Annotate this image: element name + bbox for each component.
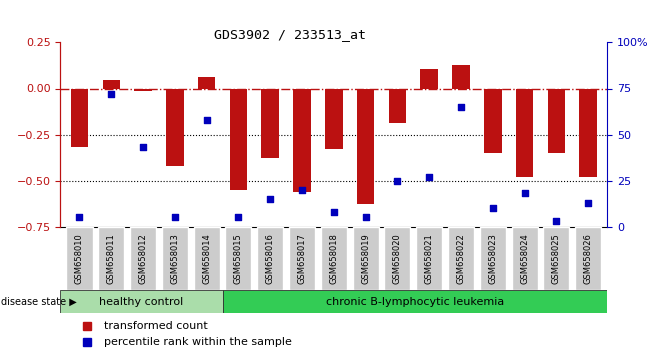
Bar bbox=[262, 88, 279, 159]
Text: chronic B-lymphocytic leukemia: chronic B-lymphocytic leukemia bbox=[326, 297, 504, 307]
Point bbox=[551, 218, 562, 224]
Bar bbox=[70, 88, 88, 147]
Text: GSM658011: GSM658011 bbox=[107, 233, 116, 284]
Text: GSM658021: GSM658021 bbox=[425, 233, 433, 284]
Point bbox=[519, 190, 530, 196]
FancyBboxPatch shape bbox=[194, 227, 219, 290]
Text: GSM658014: GSM658014 bbox=[202, 233, 211, 284]
Point bbox=[74, 215, 85, 220]
Bar bbox=[229, 88, 247, 190]
Title: GDS3902 / 233513_at: GDS3902 / 233513_at bbox=[214, 28, 366, 41]
FancyBboxPatch shape bbox=[162, 227, 188, 290]
Text: GSM658023: GSM658023 bbox=[488, 233, 497, 284]
Text: GSM658019: GSM658019 bbox=[361, 233, 370, 284]
Text: GSM658026: GSM658026 bbox=[584, 233, 592, 284]
Point bbox=[201, 117, 212, 122]
Bar bbox=[198, 76, 215, 88]
Bar bbox=[60, 290, 223, 313]
Point bbox=[170, 215, 180, 220]
Text: GSM658010: GSM658010 bbox=[75, 233, 84, 284]
Bar bbox=[484, 88, 501, 153]
Point bbox=[456, 104, 466, 110]
FancyBboxPatch shape bbox=[480, 227, 506, 290]
FancyBboxPatch shape bbox=[225, 227, 252, 290]
Bar bbox=[293, 88, 311, 192]
Text: GSM658012: GSM658012 bbox=[138, 233, 148, 284]
FancyBboxPatch shape bbox=[575, 227, 601, 290]
Bar bbox=[452, 64, 470, 88]
FancyBboxPatch shape bbox=[66, 227, 93, 290]
Bar bbox=[325, 88, 343, 149]
Bar bbox=[223, 290, 607, 313]
Text: healthy control: healthy control bbox=[99, 297, 184, 307]
Point bbox=[487, 205, 498, 211]
Text: percentile rank within the sample: percentile rank within the sample bbox=[104, 337, 292, 347]
Point bbox=[297, 187, 307, 193]
Text: GSM658025: GSM658025 bbox=[552, 233, 561, 284]
FancyBboxPatch shape bbox=[98, 227, 124, 290]
Text: GSM658018: GSM658018 bbox=[329, 233, 338, 284]
Text: GSM658016: GSM658016 bbox=[266, 233, 274, 284]
Text: GSM658022: GSM658022 bbox=[456, 233, 466, 284]
FancyBboxPatch shape bbox=[448, 227, 474, 290]
FancyBboxPatch shape bbox=[321, 227, 347, 290]
Text: GSM658015: GSM658015 bbox=[234, 233, 243, 284]
Text: GSM658020: GSM658020 bbox=[393, 233, 402, 284]
FancyBboxPatch shape bbox=[130, 227, 156, 290]
Point bbox=[138, 144, 148, 150]
Text: disease state ▶: disease state ▶ bbox=[1, 297, 77, 307]
Bar bbox=[103, 80, 120, 88]
Text: transformed count: transformed count bbox=[104, 321, 208, 331]
Bar bbox=[134, 88, 152, 91]
FancyBboxPatch shape bbox=[511, 227, 537, 290]
Point bbox=[329, 209, 339, 215]
Point bbox=[424, 174, 435, 180]
Text: GSM658024: GSM658024 bbox=[520, 233, 529, 284]
Bar bbox=[421, 69, 438, 88]
Point bbox=[106, 91, 117, 97]
FancyBboxPatch shape bbox=[544, 227, 570, 290]
Point bbox=[265, 196, 276, 202]
FancyBboxPatch shape bbox=[416, 227, 442, 290]
Bar bbox=[389, 88, 406, 124]
Bar bbox=[548, 88, 565, 153]
Bar bbox=[166, 88, 184, 166]
Point bbox=[583, 200, 594, 205]
Point bbox=[392, 178, 403, 183]
Point bbox=[233, 215, 244, 220]
Text: GSM658013: GSM658013 bbox=[170, 233, 179, 284]
FancyBboxPatch shape bbox=[257, 227, 283, 290]
Bar bbox=[580, 88, 597, 177]
Text: GSM658017: GSM658017 bbox=[297, 233, 307, 284]
Point bbox=[360, 215, 371, 220]
FancyBboxPatch shape bbox=[384, 227, 411, 290]
FancyBboxPatch shape bbox=[352, 227, 378, 290]
FancyBboxPatch shape bbox=[289, 227, 315, 290]
Bar bbox=[357, 88, 374, 205]
Bar bbox=[516, 88, 533, 177]
